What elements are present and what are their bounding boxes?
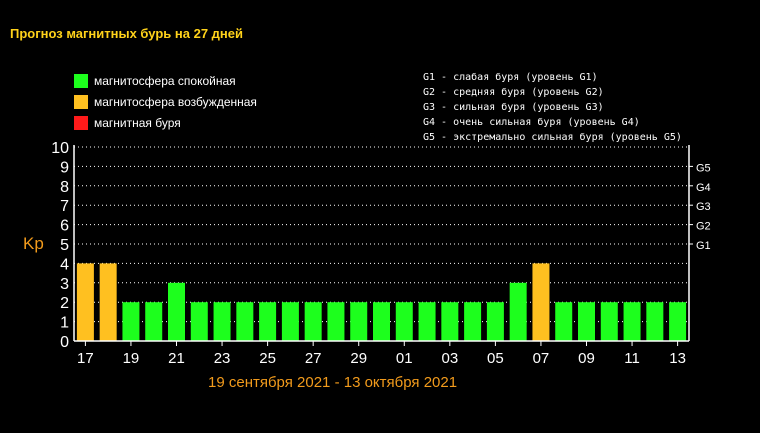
g-level-label: G2 (696, 221, 711, 233)
kp-bar (532, 263, 550, 341)
y-tick-label: 4 (60, 256, 69, 273)
grid-lines (74, 146, 689, 323)
g-scale-g2: G2 - средняя буря (уровень G2) (423, 87, 604, 98)
legend-item-calm: магнитосфера спокойная (74, 70, 257, 91)
kp-bar (99, 263, 117, 341)
kp-bar (486, 302, 504, 341)
g-level-label: G1 (696, 240, 711, 252)
legend-label-storm: магнитная буря (94, 115, 181, 130)
kp-bar (418, 302, 436, 341)
kp-bar (669, 302, 687, 341)
x-tick-label: 17 (77, 350, 94, 367)
x-tick-label: 29 (350, 350, 367, 367)
status-legend: магнитосфера спокойная магнитосфера возб… (74, 70, 257, 133)
x-tick-label: 13 (669, 350, 686, 367)
x-tick-label: 09 (578, 350, 595, 367)
y-tick-label: 3 (60, 276, 69, 293)
g-scale-g5: G5 - экстремально сильная буря (уровень … (423, 132, 682, 143)
x-tick-label: 27 (305, 350, 322, 367)
y-tick-label: 1 (60, 315, 69, 332)
x-tick-label: 03 (441, 350, 458, 367)
legend-item-excited: магнитосфера возбужденная (74, 91, 257, 112)
y-tick-label: 7 (60, 198, 69, 215)
y-tick-label: 9 (60, 159, 69, 176)
x-tick-label: 07 (533, 350, 550, 367)
y-axis-label: Kp (23, 234, 44, 253)
kp-bar (600, 302, 618, 341)
bars (76, 263, 687, 341)
date-range: 19 сентября 2021 - 13 октября 2021 (208, 374, 458, 391)
kp-bar (441, 302, 459, 341)
y-tick-label: 0 (60, 334, 69, 351)
legend-label-calm: магнитосфера спокойная (94, 73, 236, 88)
kp-bar (145, 302, 163, 341)
kp-bar (327, 302, 345, 341)
kp-bar (122, 302, 140, 341)
g-level-label: G3 (696, 201, 711, 213)
axes (73, 145, 693, 346)
kp-bar (646, 302, 664, 341)
y-tick-label: 2 (60, 295, 69, 312)
y-tick-label: 10 (51, 140, 69, 157)
x-tick-label: 19 (123, 350, 140, 367)
y-tick-label: 8 (60, 179, 69, 196)
x-tick-label: 25 (259, 350, 276, 367)
g-scale-g1: G1 - слабая буря (уровень G1) (423, 72, 598, 83)
kp-bar (76, 263, 94, 341)
g-scale-legend: G1 - слабая буря (уровень G1) G2 - средн… (423, 70, 682, 145)
kp-bar (190, 302, 208, 341)
legend-label-excited: магнитосфера возбужденная (94, 94, 257, 109)
kp-bar (168, 282, 185, 341)
kp-bar (578, 302, 595, 341)
chart-title: Прогноз магнитных бурь на 27 дней (10, 26, 243, 41)
kp-bar (281, 302, 299, 341)
y-tick-label: 6 (60, 218, 69, 235)
kp-bar (213, 302, 231, 341)
kp-bar (373, 302, 390, 341)
g-scale-g4: G4 - очень сильная буря (уровень G4) (423, 117, 640, 128)
x-tick-label: 05 (487, 350, 504, 367)
kp-bar (509, 282, 527, 341)
x-tick-label: 23 (214, 350, 231, 367)
x-tick-label: 01 (396, 350, 413, 367)
kp-bar (259, 302, 277, 341)
kp-bar (623, 302, 641, 341)
storm-swatch (74, 115, 88, 130)
excited-swatch (74, 94, 88, 109)
g-scale-g3: G3 - сильная буря (уровень G3) (423, 102, 604, 113)
kp-bar (350, 302, 368, 341)
kp-bar (236, 302, 254, 341)
kp-bar (464, 302, 482, 341)
legend-item-storm: магнитная буря (74, 112, 257, 133)
g-level-label: G5 (696, 162, 711, 174)
kp-bar (395, 302, 413, 341)
g-level-label: G4 (696, 182, 711, 194)
x-tick-label: 11 (624, 350, 640, 367)
x-tick-label: 21 (168, 350, 185, 367)
kp-bar (304, 302, 322, 341)
calm-swatch (74, 73, 88, 88)
kp-bar (555, 302, 573, 341)
y-tick-label: 5 (60, 237, 69, 254)
